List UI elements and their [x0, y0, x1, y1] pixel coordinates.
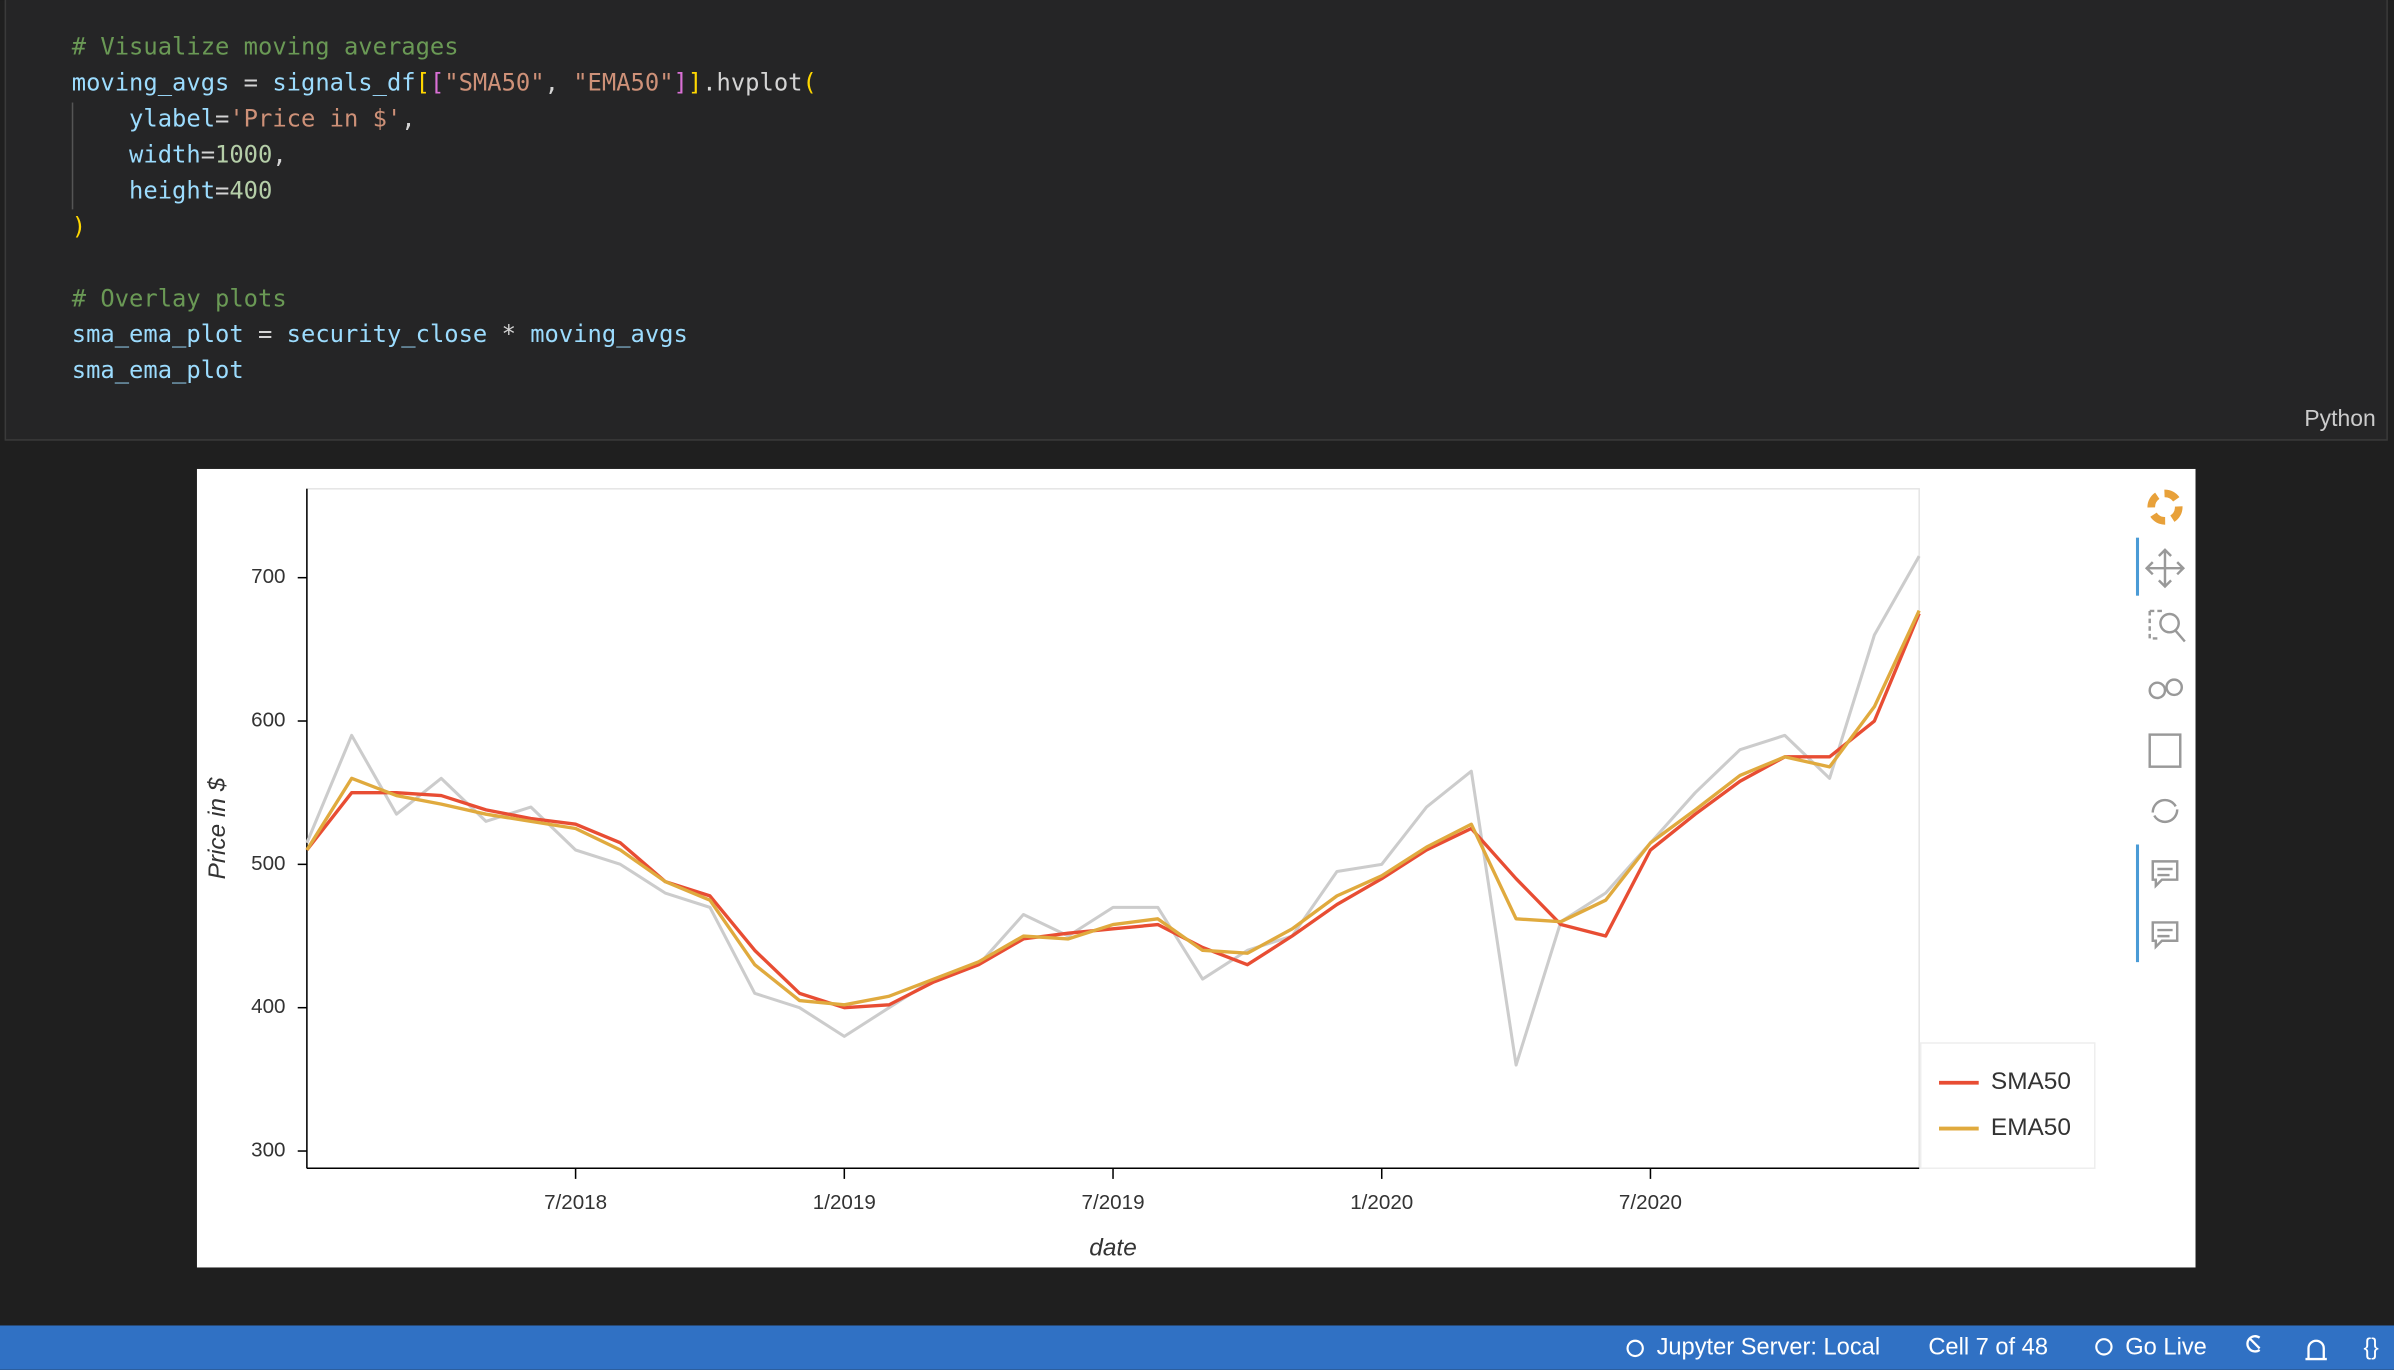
x-tick-label: 7/2020: [1619, 1191, 1682, 1214]
notifications-icon[interactable]: [2305, 1339, 2327, 1361]
code-line: # Visualize moving averages: [72, 32, 459, 60]
hover-tool[interactable]: [2151, 921, 2179, 950]
code-token: signals_df: [272, 68, 415, 96]
series-line: [305, 609, 1921, 1007]
legend-label: SMA50: [1991, 1068, 2071, 1095]
code-token: 1000: [215, 140, 272, 168]
code-line: moving_avgs = signals_df[["SMA50", "EMA5…: [72, 68, 817, 96]
code-token: width: [72, 140, 201, 168]
brackets-icon[interactable]: {}: [2363, 1333, 2379, 1359]
code-token: ,: [272, 140, 286, 168]
y-axis-label: Price in $: [204, 777, 231, 879]
series-line: [305, 612, 1921, 1010]
bokeh-logo[interactable]: [2147, 489, 2183, 525]
y-tick-label: 700: [251, 565, 285, 588]
code-token: ): [72, 212, 86, 240]
code-token: ylabel: [72, 104, 215, 132]
status-items: Jupyter Server: Local Cell 7 of 48 Go Live: [1626, 1335, 2207, 1361]
code-line: ): [72, 212, 86, 240]
code-token: .hvplot: [702, 68, 802, 96]
code-token: 400: [229, 176, 272, 204]
code-token: moving_avgs: [530, 320, 688, 348]
code-token: ,: [401, 104, 415, 132]
code-token: 'Price in $': [229, 104, 401, 132]
code-token: =: [244, 320, 287, 348]
toolbar: [2135, 489, 2186, 963]
code-token: [: [430, 68, 444, 96]
code-token: (: [802, 68, 816, 96]
hover-tool[interactable]: [2151, 860, 2179, 889]
status-item[interactable]: Go Live: [2125, 1335, 2207, 1361]
x-tick-label: 7/2019: [1082, 1191, 1145, 1214]
chart: 300 400 500 600 700 7/2018 1/2019 7/2019 1/2020 7…: [204, 488, 2096, 1262]
code-token: sma_ema_plot: [72, 320, 244, 348]
code-token: # Visualize moving averages: [72, 32, 459, 60]
output-area: [196, 468, 2196, 1268]
code-token: ]: [674, 68, 688, 96]
feedback-icon[interactable]: [2246, 1335, 2261, 1353]
code-token: ]: [688, 68, 702, 96]
code-line: # Overlay plots: [72, 284, 287, 312]
x-tick-label: 1/2019: [813, 1191, 876, 1214]
box-zoom-tool[interactable]: [2148, 609, 2165, 640]
code-line: sma_ema_plot = security_close * moving_a…: [72, 320, 688, 348]
box-zoom-lens: [2159, 612, 2180, 634]
save-tool[interactable]: [2148, 733, 2182, 768]
wheel-zoom-lens: [2165, 678, 2183, 697]
code-line: width=1000,: [72, 140, 287, 168]
code-line: height=400: [72, 176, 273, 204]
code-token: # Overlay plots: [72, 284, 287, 312]
pan-tool[interactable]: [2144, 548, 2186, 589]
status-icon: [2095, 1338, 2113, 1356]
reset-tool[interactable]: [2151, 798, 2179, 824]
code-lines: # Visualize moving averages moving_avgs =…: [72, 32, 817, 384]
wheel-zoom-tool[interactable]: [2148, 681, 2167, 700]
legend-box: [1919, 1042, 2096, 1169]
code-token: sma_ema_plot: [72, 356, 244, 384]
code-cell[interactable]: [4, 0, 2388, 441]
x-axis-label: date: [1089, 1235, 1137, 1262]
code-token: *: [487, 320, 530, 348]
code-token: =: [201, 140, 215, 168]
code-token: =: [215, 176, 229, 204]
y-tick-label: 600: [251, 708, 285, 731]
code-token: "SMA50": [444, 68, 544, 96]
code-token: "EMA50": [573, 68, 673, 96]
legend-label: EMA50: [1991, 1114, 2071, 1141]
status-icon: [1626, 1339, 1644, 1358]
code-token: security_close: [287, 320, 488, 348]
status-bar: [0, 1325, 2394, 1370]
y-tick-label: 400: [251, 995, 285, 1018]
code-token: moving_avgs: [72, 68, 230, 96]
code-token: height: [72, 176, 215, 204]
code-token: =: [215, 104, 229, 132]
y-tick-label: 300: [251, 1138, 285, 1161]
code-token: [: [416, 68, 430, 96]
status-item[interactable]: Jupyter Server: Local: [1657, 1335, 1881, 1361]
language-label[interactable]: Python: [2304, 405, 2375, 431]
code-line: ylabel='Price in $',: [72, 104, 416, 132]
x-tick-label: 7/2018: [544, 1191, 607, 1214]
status-item[interactable]: Cell 7 of 48: [1928, 1335, 2048, 1361]
code-line: sma_ema_plot: [72, 356, 244, 384]
y-tick-label: 500: [251, 852, 285, 875]
code-token: =: [229, 68, 272, 96]
x-tick-label: 1/2020: [1350, 1191, 1413, 1214]
box-zoom-handle: [2174, 630, 2186, 643]
code-token: ,: [545, 68, 574, 96]
